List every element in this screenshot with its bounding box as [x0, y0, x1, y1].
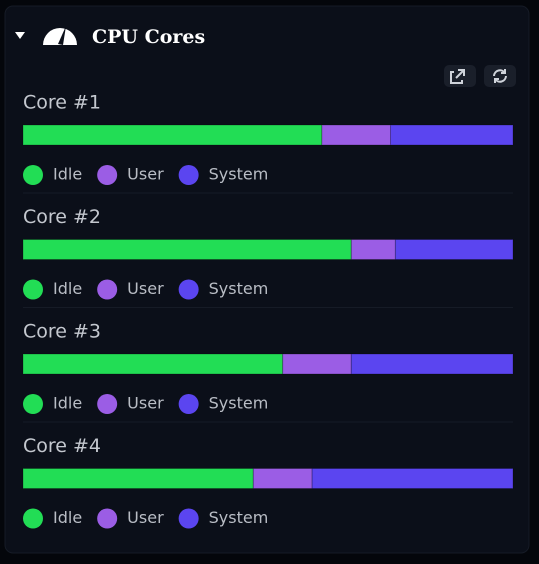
legend-swatch [97, 165, 118, 185]
bar-segment [22, 239, 352, 260]
legend-swatch [178, 165, 199, 185]
legend-swatch [178, 279, 199, 300]
bar-segment [350, 353, 514, 375]
collapse-caret[interactable] [15, 32, 25, 39]
bar-segment [350, 239, 396, 260]
open-button[interactable] [444, 65, 476, 87]
bar-segment [321, 124, 391, 146]
bar-segment [282, 353, 352, 375]
bar-segment [22, 353, 284, 375]
core-label: Core #1 [23, 92, 101, 114]
legend-label: User [127, 279, 164, 298]
legend-swatch [23, 508, 43, 529]
legend-swatch [97, 508, 118, 529]
legend-label: Idle [53, 394, 82, 413]
bar-segment [22, 124, 323, 146]
core-label: Core #2 [23, 206, 101, 228]
legend-swatch [23, 394, 43, 414]
core-label: Core #3 [23, 321, 101, 343]
legend-swatch [178, 394, 199, 414]
legend-label: Idle [53, 165, 82, 184]
bar-segment [311, 468, 514, 489]
legend-label: Idle [53, 508, 82, 527]
legend-swatch [23, 279, 43, 300]
legend-label: User [127, 394, 164, 413]
core-label: Core #4 [23, 435, 101, 457]
widget-title: CPU Cores [92, 26, 205, 48]
bar-segment [394, 239, 514, 260]
legend-label: Idle [53, 279, 82, 298]
gauge-icon [43, 26, 77, 45]
legend-label: System [209, 508, 269, 527]
legend-swatch [97, 394, 118, 414]
legend-label: User [127, 508, 164, 527]
legend-swatch [23, 165, 43, 185]
bar-segment [390, 124, 514, 146]
legend-swatch [178, 508, 199, 529]
refresh-button[interactable] [484, 65, 516, 87]
legend-label: System [209, 165, 269, 184]
bar-segment [252, 468, 313, 489]
legend-label: System [209, 279, 269, 298]
bar-segment [22, 468, 254, 489]
legend-swatch [97, 279, 118, 300]
legend-label: User [127, 165, 164, 184]
legend-label: System [209, 394, 269, 413]
